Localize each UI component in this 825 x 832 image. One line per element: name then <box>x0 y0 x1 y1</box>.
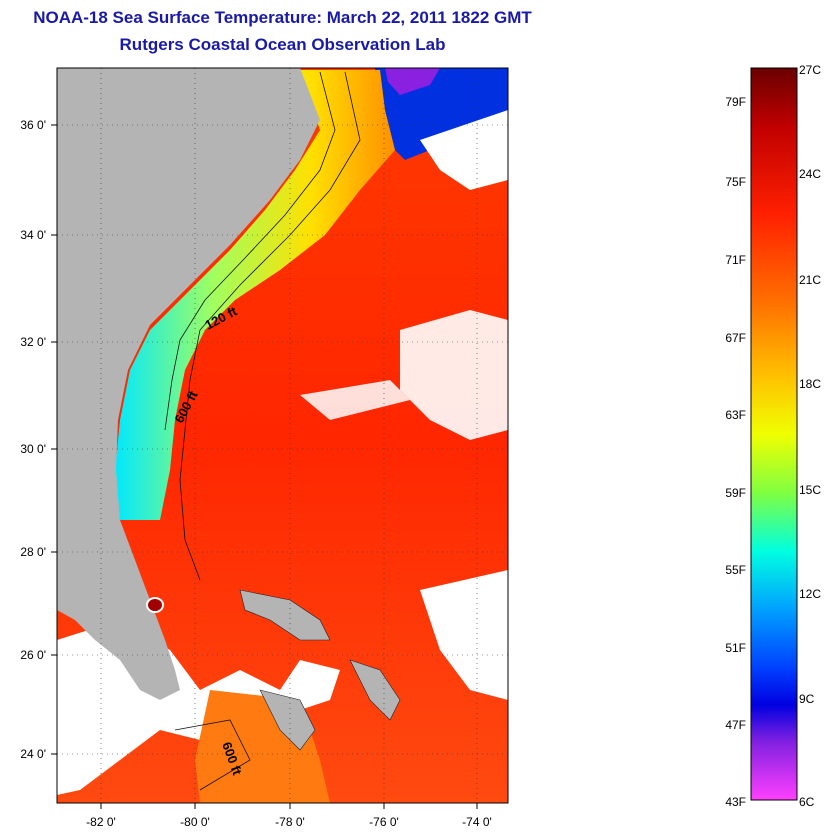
island <box>259 689 316 751</box>
cloud-area <box>420 110 508 190</box>
celsius-label: 6C <box>799 795 815 809</box>
fahrenheit-label: 79F <box>725 95 746 109</box>
lat-tick-label: 32 0' <box>20 335 46 349</box>
lon-tick-label: -78 0' <box>275 815 305 829</box>
celsius-label: 18C <box>799 377 821 391</box>
celsius-label: 9C <box>799 692 815 706</box>
island <box>239 589 331 641</box>
map-title: NOAA-18 Sea Surface Temperature: March 2… <box>33 8 532 27</box>
fahrenheit-label: 51F <box>725 641 746 655</box>
celsius-label: 12C <box>799 587 821 601</box>
depth-contour <box>164 71 336 431</box>
lat-tick-label: 34 0' <box>20 228 46 242</box>
celsius-label: 27C <box>799 63 821 77</box>
axis-ticks <box>51 124 478 809</box>
lon-tick-label: -82 0' <box>86 815 116 829</box>
lon-tick-label: -80 0' <box>180 815 210 829</box>
fahrenheit-label: 75F <box>725 175 746 189</box>
fahrenheit-label: 47F <box>725 718 746 732</box>
colorbar-gradient <box>750 67 798 801</box>
temperature-colorbar: 79F 75F 71F 67F 63F 59F 55F 51F 47F 43F … <box>725 63 821 809</box>
lat-tick-label: 26 0' <box>20 648 46 662</box>
lat-tick-label: 30 0' <box>20 442 46 456</box>
plot-frame <box>56 67 509 804</box>
fahrenheit-label: 43F <box>725 795 746 809</box>
fahrenheit-label: 71F <box>725 253 746 267</box>
fahrenheit-label: 55F <box>725 563 746 577</box>
depth-contour <box>179 71 361 581</box>
celsius-label: 21C <box>799 273 821 287</box>
sst-map: 120 ft 600 ft 600 ft -82 0' -80 0' -78 0… <box>20 67 509 829</box>
lake-okeechobee <box>146 597 164 613</box>
fahrenheit-label: 63F <box>725 408 746 422</box>
lon-tick-label: -74 0' <box>462 815 492 829</box>
lat-tick-label: 24 0' <box>20 747 46 761</box>
lon-tick-label: -76 0' <box>369 815 399 829</box>
lat-tick-label: 28 0' <box>20 545 46 559</box>
island <box>349 659 401 721</box>
celsius-label: 15C <box>799 483 821 497</box>
map-subtitle: Rutgers Coastal Ocean Observation Lab <box>119 35 446 54</box>
fahrenheit-label: 59F <box>725 486 746 500</box>
continental-shelf-water <box>115 70 395 520</box>
land-mass <box>57 68 320 700</box>
lat-tick-label: 36 0' <box>20 118 46 132</box>
celsius-label: 24C <box>799 167 821 181</box>
fahrenheit-label: 67F <box>725 331 746 345</box>
